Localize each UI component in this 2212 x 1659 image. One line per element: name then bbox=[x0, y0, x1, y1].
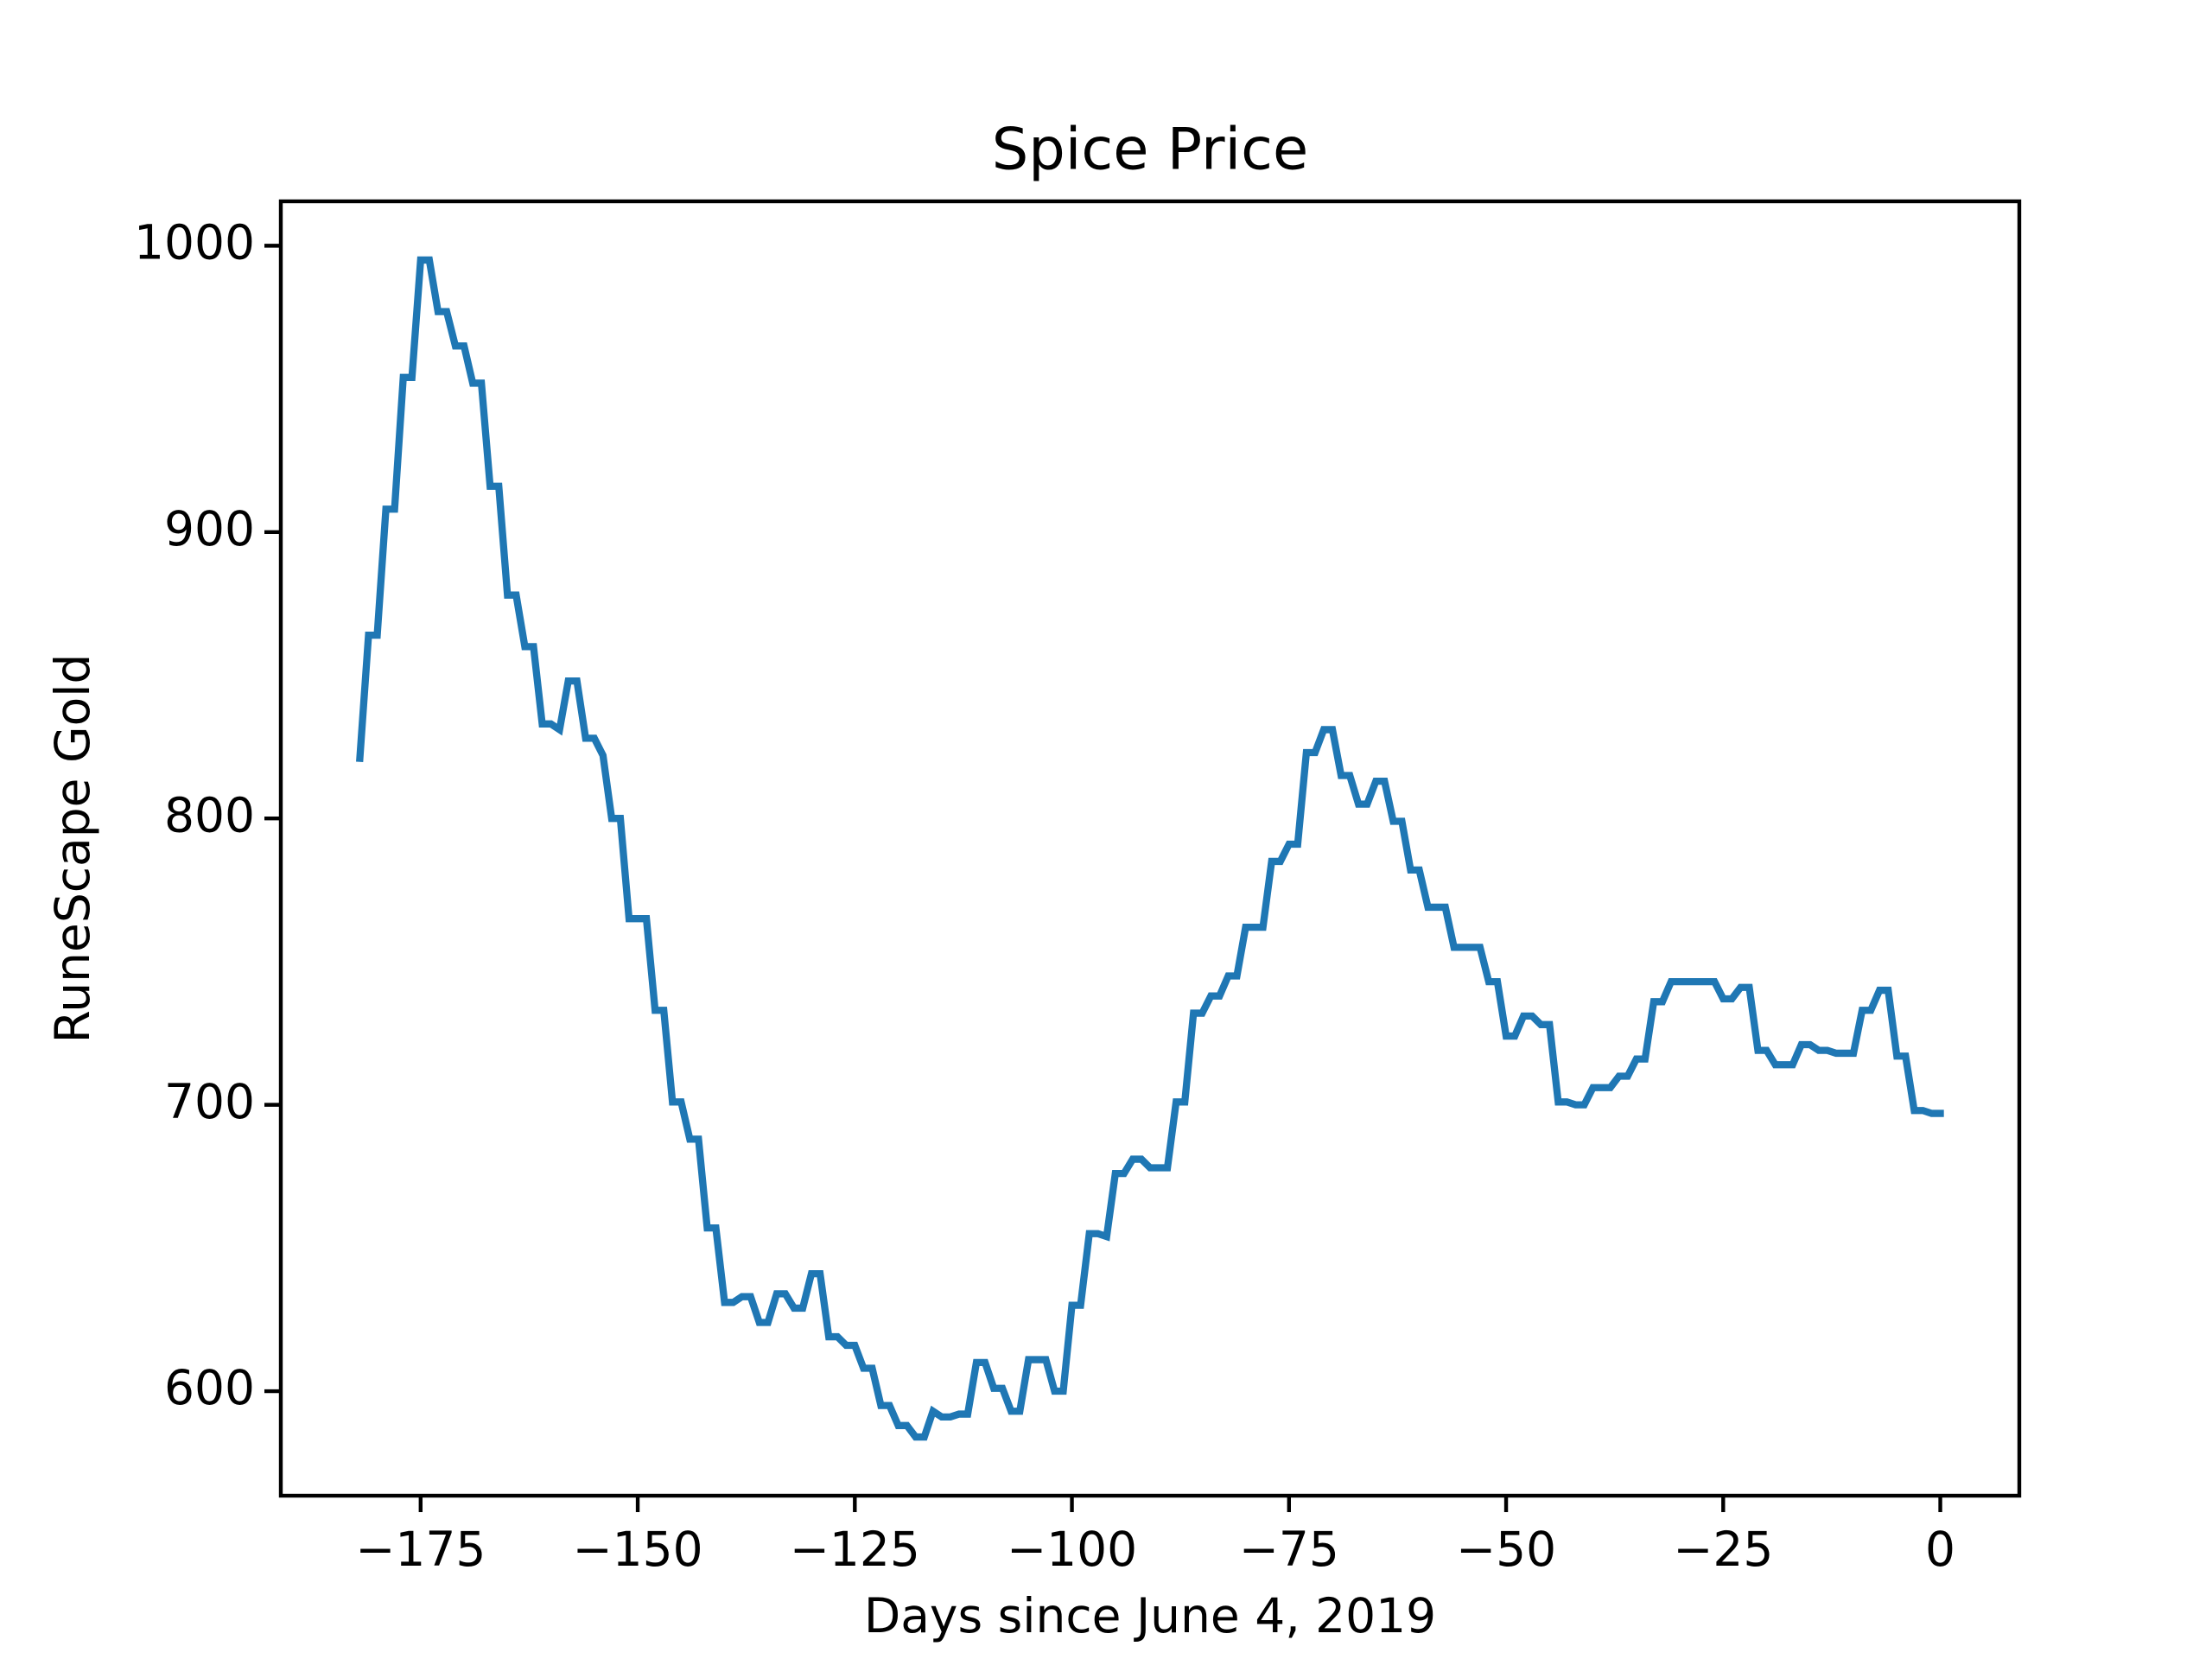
x-axis-label: Days since June 4, 2019 bbox=[864, 1588, 1436, 1643]
y-axis-label: RuneScape Gold bbox=[45, 654, 100, 1044]
plot-frame bbox=[278, 199, 2022, 1498]
x-tick-label: −150 bbox=[573, 1522, 703, 1577]
x-tick-label: −100 bbox=[1007, 1522, 1137, 1577]
y-tick-label: 700 bbox=[164, 1074, 255, 1129]
x-tick-label: −75 bbox=[1239, 1522, 1339, 1577]
line-series bbox=[356, 256, 1944, 1441]
y-tick-label: 1000 bbox=[134, 215, 255, 270]
x-tick-label: −125 bbox=[790, 1522, 920, 1577]
x-tick-label: −50 bbox=[1456, 1522, 1556, 1577]
x-tick-label: −175 bbox=[355, 1522, 486, 1577]
y-tick-label: 600 bbox=[164, 1360, 255, 1415]
x-tick-label: −25 bbox=[1673, 1522, 1773, 1577]
y-tick-label: 900 bbox=[164, 501, 255, 556]
chart-title: Spice Price bbox=[992, 116, 1308, 183]
x-tick-label: 0 bbox=[1925, 1522, 1955, 1577]
y-tick-label: 800 bbox=[164, 787, 255, 842]
